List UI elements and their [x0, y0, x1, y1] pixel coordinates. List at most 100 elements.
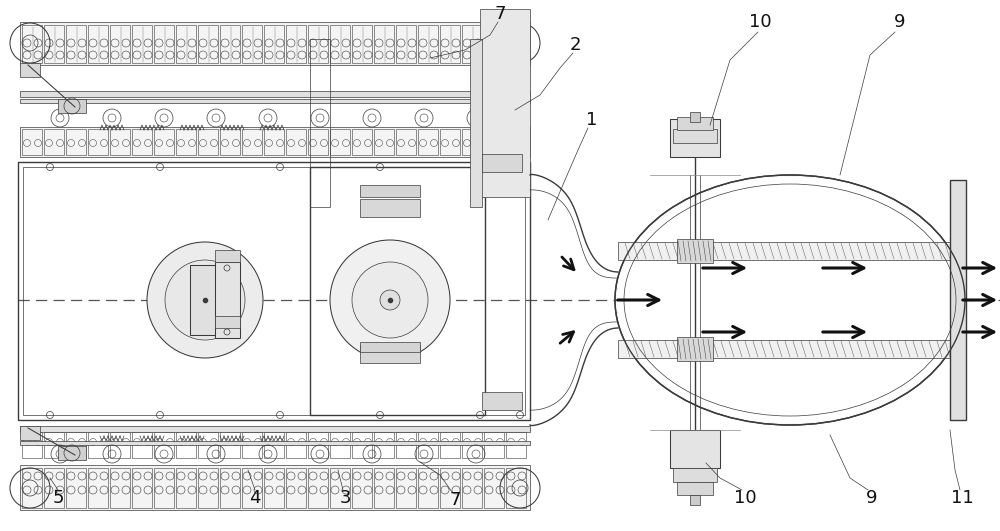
Bar	[198, 25, 218, 63]
Bar	[330, 432, 350, 458]
Bar	[20, 127, 530, 157]
Bar	[690, 495, 700, 505]
Bar	[374, 25, 394, 63]
Bar	[286, 25, 306, 63]
Bar	[215, 262, 240, 338]
Bar	[286, 432, 306, 458]
Bar	[506, 432, 526, 458]
Bar	[215, 250, 240, 262]
Bar	[264, 25, 284, 63]
Bar	[66, 129, 86, 155]
Bar	[58, 99, 86, 113]
Bar	[418, 129, 438, 155]
Bar	[360, 185, 420, 197]
Bar	[198, 468, 218, 508]
Bar	[220, 25, 240, 63]
Bar	[308, 432, 328, 458]
Bar	[374, 129, 394, 155]
Bar	[215, 316, 240, 328]
Bar	[132, 468, 152, 508]
Bar	[396, 25, 416, 63]
Bar	[677, 239, 713, 263]
Bar	[242, 25, 262, 63]
Bar	[618, 340, 958, 358]
Bar	[440, 468, 460, 508]
Text: 10: 10	[749, 13, 771, 31]
Bar	[132, 25, 152, 63]
Bar	[132, 129, 152, 155]
Text: 3: 3	[339, 489, 351, 507]
Bar	[480, 9, 530, 197]
Circle shape	[147, 242, 263, 358]
Bar	[418, 25, 438, 63]
Bar	[110, 432, 130, 458]
Bar	[66, 25, 86, 63]
Bar	[110, 468, 130, 508]
Bar	[462, 468, 482, 508]
Bar	[352, 25, 372, 63]
Bar	[58, 446, 86, 460]
Bar	[198, 432, 218, 458]
Bar	[308, 468, 328, 508]
Bar	[286, 468, 306, 508]
Bar	[360, 345, 420, 363]
Bar	[154, 432, 174, 458]
Bar	[374, 432, 394, 458]
Bar	[110, 25, 130, 63]
Bar	[242, 432, 262, 458]
Bar	[198, 129, 218, 155]
Bar	[462, 432, 482, 458]
Bar	[396, 468, 416, 508]
Bar	[330, 25, 350, 63]
Bar	[154, 468, 174, 508]
Bar	[618, 242, 958, 260]
Text: 5: 5	[52, 489, 64, 507]
Circle shape	[195, 290, 215, 310]
Bar	[950, 180, 966, 420]
Bar	[220, 468, 240, 508]
Circle shape	[165, 260, 245, 340]
Bar	[44, 25, 64, 63]
Text: 11: 11	[951, 489, 973, 507]
Bar	[20, 426, 40, 440]
Bar	[352, 468, 372, 508]
Bar	[88, 432, 108, 458]
Bar	[330, 468, 350, 508]
Bar	[66, 468, 86, 508]
Bar	[396, 432, 416, 458]
Bar	[110, 129, 130, 155]
Bar	[176, 432, 196, 458]
Bar	[176, 25, 196, 63]
Bar	[22, 468, 42, 508]
Bar	[310, 39, 330, 207]
Bar	[88, 468, 108, 508]
Bar	[20, 63, 40, 77]
Bar	[670, 119, 720, 157]
Bar	[352, 432, 372, 458]
Bar	[44, 432, 64, 458]
Bar	[22, 432, 42, 458]
Bar	[20, 91, 530, 97]
Text: 7: 7	[449, 491, 461, 509]
Circle shape	[380, 290, 400, 310]
Bar	[308, 129, 328, 155]
Circle shape	[352, 262, 428, 338]
Bar	[286, 129, 306, 155]
Bar	[418, 468, 438, 508]
Bar	[330, 129, 350, 155]
Text: 7: 7	[494, 5, 506, 23]
Bar	[484, 25, 504, 63]
Bar	[440, 129, 460, 155]
Bar	[308, 25, 328, 63]
Text: 10: 10	[734, 489, 756, 507]
Bar	[677, 482, 713, 495]
Bar	[374, 468, 394, 508]
Bar	[44, 129, 64, 155]
Bar	[88, 129, 108, 155]
Bar	[360, 342, 420, 352]
Bar	[264, 129, 284, 155]
Bar	[132, 432, 152, 458]
Text: 4: 4	[249, 489, 261, 507]
Bar	[264, 468, 284, 508]
Text: 9: 9	[894, 13, 906, 31]
